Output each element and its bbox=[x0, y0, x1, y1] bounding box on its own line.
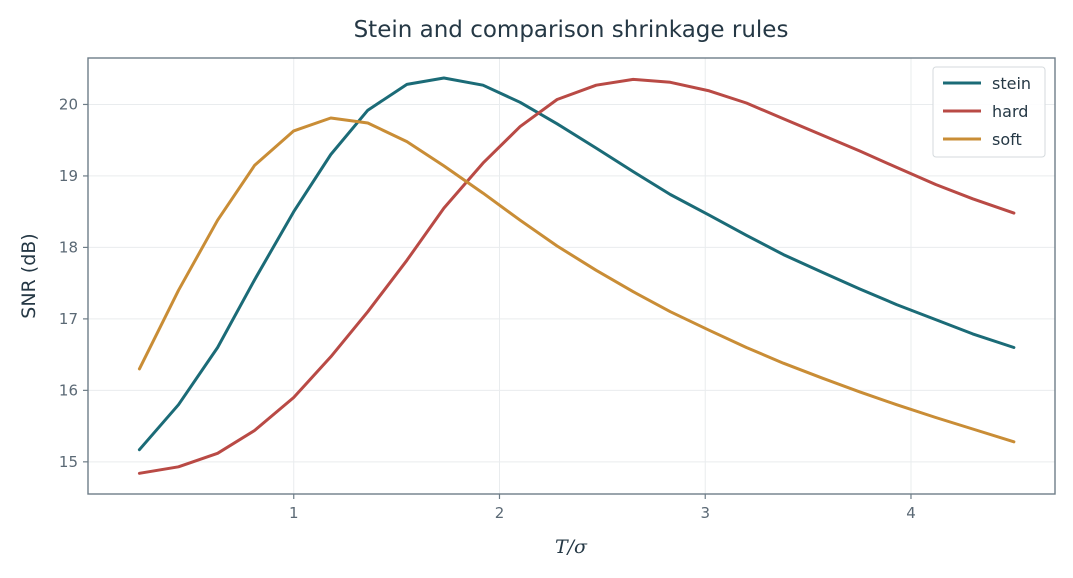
series-lines bbox=[137, 76, 1016, 475]
y-tick-label: 19 bbox=[59, 167, 78, 185]
legend: stein hard soft bbox=[932, 66, 1046, 158]
series-line-stein bbox=[137, 76, 1016, 452]
legend-label-hard: hard bbox=[992, 102, 1028, 121]
chart-title: Stein and comparison shrinkage rules bbox=[354, 17, 789, 43]
series-line-soft bbox=[137, 116, 1016, 444]
x-axis-label: T/σ bbox=[555, 536, 588, 558]
series-line-hard bbox=[137, 77, 1016, 475]
x-axis: 1 2 3 4 bbox=[289, 494, 916, 522]
x-tick-label: 4 bbox=[906, 504, 916, 522]
y-tick-label: 15 bbox=[59, 453, 78, 471]
legend-box bbox=[932, 66, 1046, 158]
y-tick-label: 16 bbox=[59, 381, 78, 399]
legend-label-stein: stein bbox=[992, 74, 1031, 93]
legend-label-soft: soft bbox=[992, 130, 1022, 149]
x-tick-label: 2 bbox=[495, 504, 505, 522]
y-tick-label: 20 bbox=[59, 95, 78, 113]
y-tick-label: 18 bbox=[59, 238, 78, 256]
grid bbox=[88, 58, 1055, 494]
y-axis: 15 16 17 18 19 20 bbox=[59, 95, 88, 471]
x-tick-label: 3 bbox=[700, 504, 710, 522]
x-tick-label: 1 bbox=[289, 504, 299, 522]
y-tick-label: 17 bbox=[59, 310, 78, 328]
plot-area bbox=[87, 57, 1056, 495]
y-axis-label: SNR (dB) bbox=[18, 233, 40, 318]
